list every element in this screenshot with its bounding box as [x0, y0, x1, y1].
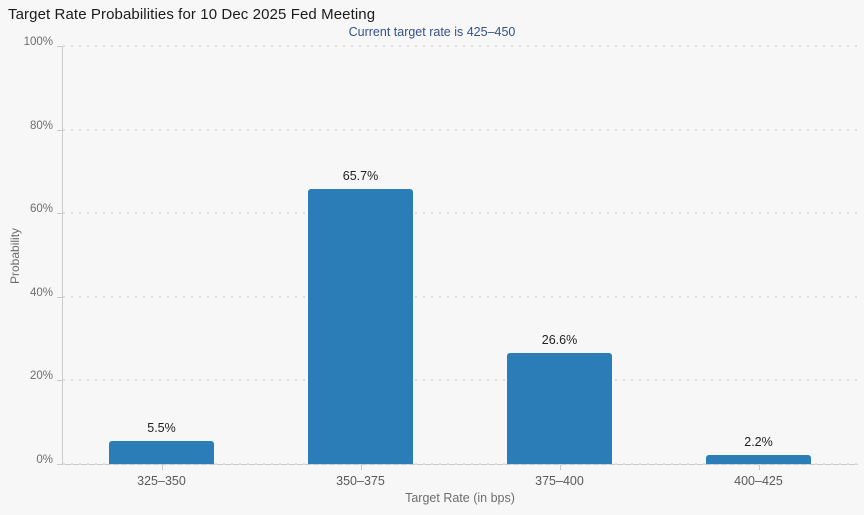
x-tick-label-325–350: 325–350	[137, 474, 186, 488]
y-tick-label-20: 20%	[29, 370, 53, 383]
y-axis-tick-60	[57, 213, 62, 215]
gridline-20	[63, 379, 858, 382]
x-axis-tick-400–425	[758, 465, 760, 470]
y-tick-label-100: 100%	[23, 36, 53, 48]
chart-title: Target Rate Probabilities for 10 Dec 202…	[8, 6, 376, 23]
bar-325–350	[109, 441, 214, 464]
chart-subtitle: Current target rate is 425–450	[348, 25, 516, 39]
x-tick-label-350–375: 350–375	[336, 474, 385, 488]
y-axis-line	[62, 46, 63, 465]
x-tick-label-400–425: 400–425	[734, 474, 783, 488]
bar-value-label-400–425: 2.2%	[744, 434, 773, 449]
y-tick-label-60: 60%	[29, 203, 53, 216]
bar-375–400	[507, 352, 612, 464]
gridline-60	[63, 212, 858, 215]
y-tick-label-40: 40%	[29, 286, 53, 299]
y-axis-title: Probability	[8, 227, 22, 284]
bar-value-label-325–350: 5.5%	[147, 421, 176, 436]
x-axis-title: Target Rate (in bps)	[405, 491, 515, 505]
y-tick-label-0: 0%	[36, 454, 53, 466]
bar-value-label-375–400: 26.6%	[541, 332, 578, 347]
bar-value-label-350–375: 65.7%	[342, 169, 379, 184]
gridline-100	[63, 45, 858, 47]
x-tick-label-375–400: 375–400	[535, 474, 584, 488]
x-axis-tick-375–400	[559, 465, 561, 470]
plot-area: 0% 20% 40% 60% 80% 100% 5.5% 325–350 65.7% 350–37…	[24, 36, 858, 488]
gridline-80	[63, 128, 858, 131]
gridline-40	[63, 295, 858, 298]
bar-400–425	[706, 454, 811, 464]
y-tick-label-80: 80%	[29, 119, 53, 132]
y-axis-tick-40	[57, 296, 62, 298]
bar-350–375	[308, 189, 413, 464]
x-axis-tick-350–375	[360, 465, 362, 470]
y-axis-tick-20	[57, 380, 62, 382]
x-axis-tick-325–350	[161, 465, 163, 470]
y-axis-tick-80	[57, 129, 62, 131]
y-axis-tick-0	[57, 464, 62, 465]
y-axis-tick-100	[57, 46, 62, 47]
gridline-0	[63, 463, 858, 465]
